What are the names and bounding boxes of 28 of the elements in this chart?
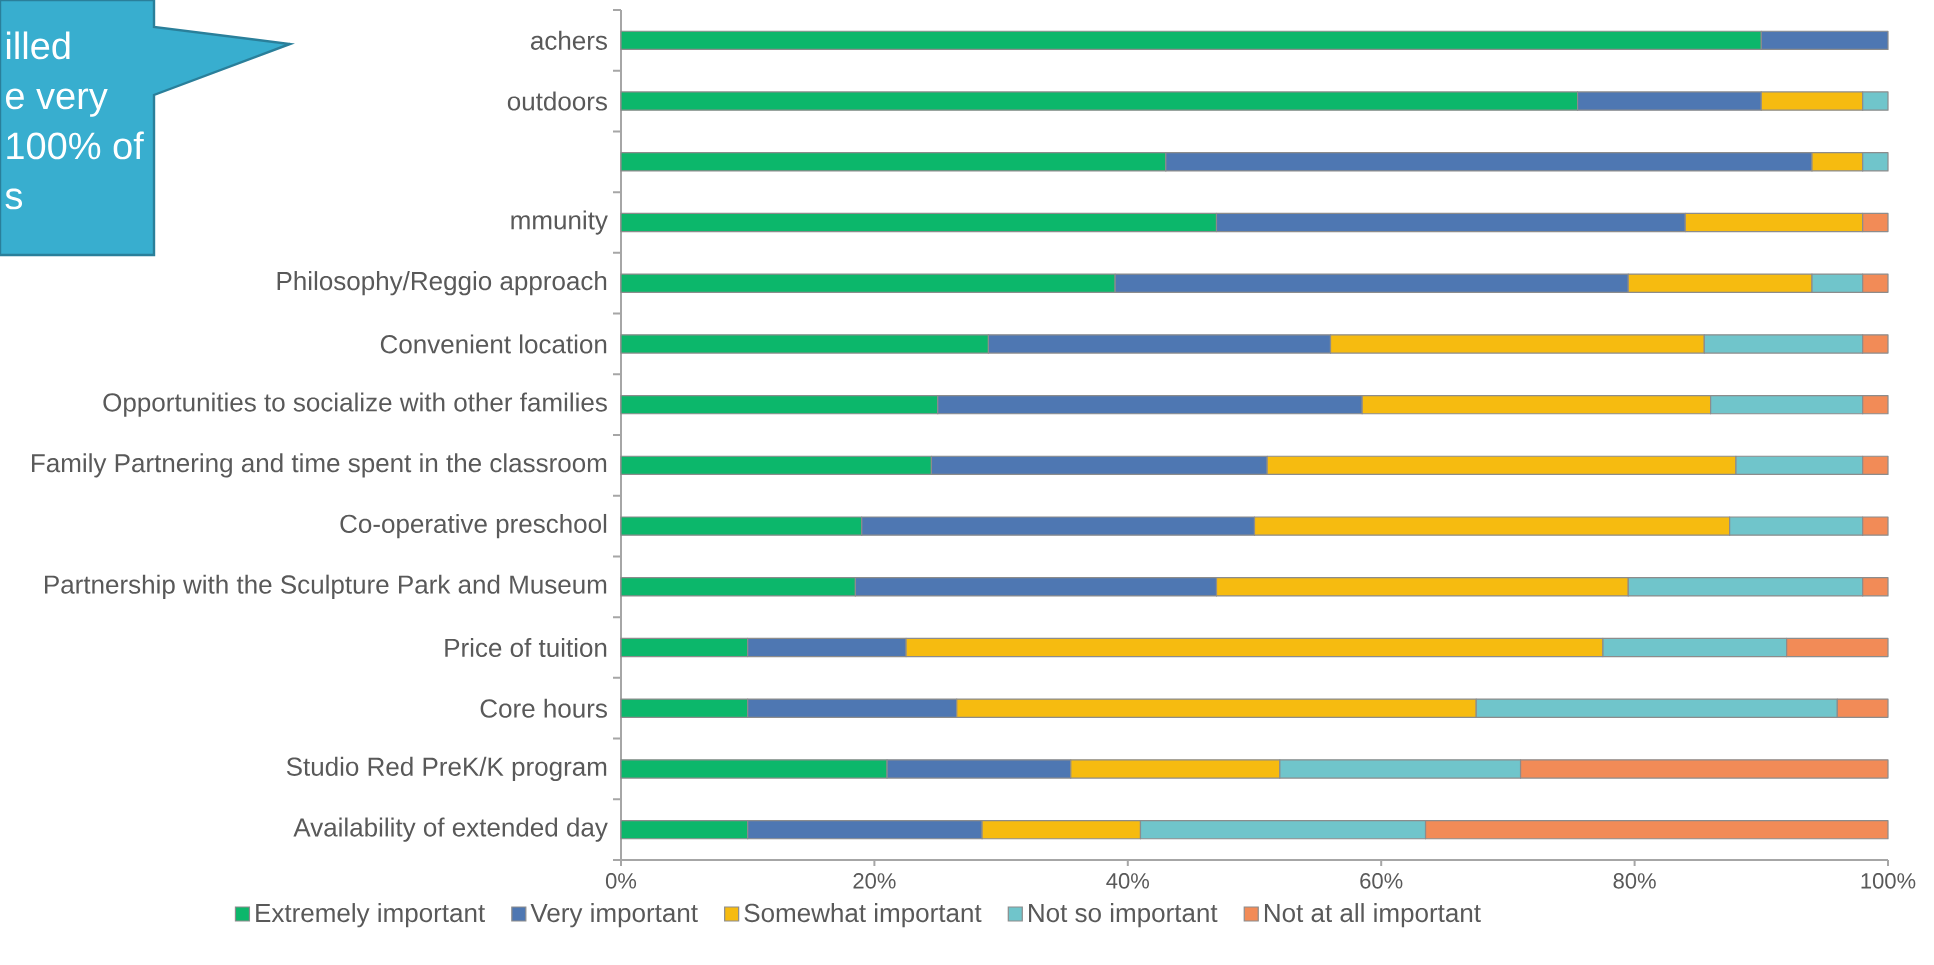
y-tick-label: Convenient location bbox=[380, 334, 607, 354]
y-tick-label: Studio Red PreK/K program bbox=[286, 756, 607, 782]
y-tick-label: mmunity bbox=[511, 210, 608, 235]
y-tick-label: achers bbox=[530, 30, 607, 50]
y-tick-label: Philosophy/Reggio approach bbox=[277, 271, 607, 296]
x-tick-label: 80% bbox=[1613, 873, 1656, 889]
legend-label: Not at all important bbox=[1264, 903, 1481, 928]
y-tick-label: Core hours bbox=[480, 698, 607, 718]
text: illed bbox=[6, 31, 70, 60]
y-tick-label: outdoors bbox=[507, 91, 607, 111]
text: 100% of bbox=[7, 131, 144, 160]
x-tick-label: 0% bbox=[605, 873, 637, 889]
x-tick-label: 60% bbox=[1360, 873, 1403, 889]
y-tick-label: Price of tuition bbox=[445, 637, 607, 658]
legend-label: Very important bbox=[530, 903, 698, 928]
y-tick-label: Family Partnering and time spent in the classroom bbox=[32, 453, 607, 478]
legend-label: Somewhat important bbox=[744, 903, 982, 928]
x-tick-label: 20% bbox=[853, 873, 896, 889]
x-tick-label: 100% bbox=[1861, 873, 1916, 889]
text: e very bbox=[6, 88, 108, 117]
text: s bbox=[5, 188, 23, 210]
y-tick-label: Co-operative preschool bbox=[340, 513, 607, 539]
y-tick-label: Opportunities to socialize with other families bbox=[103, 392, 607, 417]
x-tick-label: 40% bbox=[1106, 873, 1150, 889]
legend-label: Extremely important bbox=[256, 903, 485, 928]
y-tick-label: Partnership with the Sculpture Park and Museum bbox=[45, 574, 607, 599]
legend-label: Not so important bbox=[1029, 903, 1218, 928]
y-tick-label: Availability of extended day bbox=[293, 817, 608, 842]
